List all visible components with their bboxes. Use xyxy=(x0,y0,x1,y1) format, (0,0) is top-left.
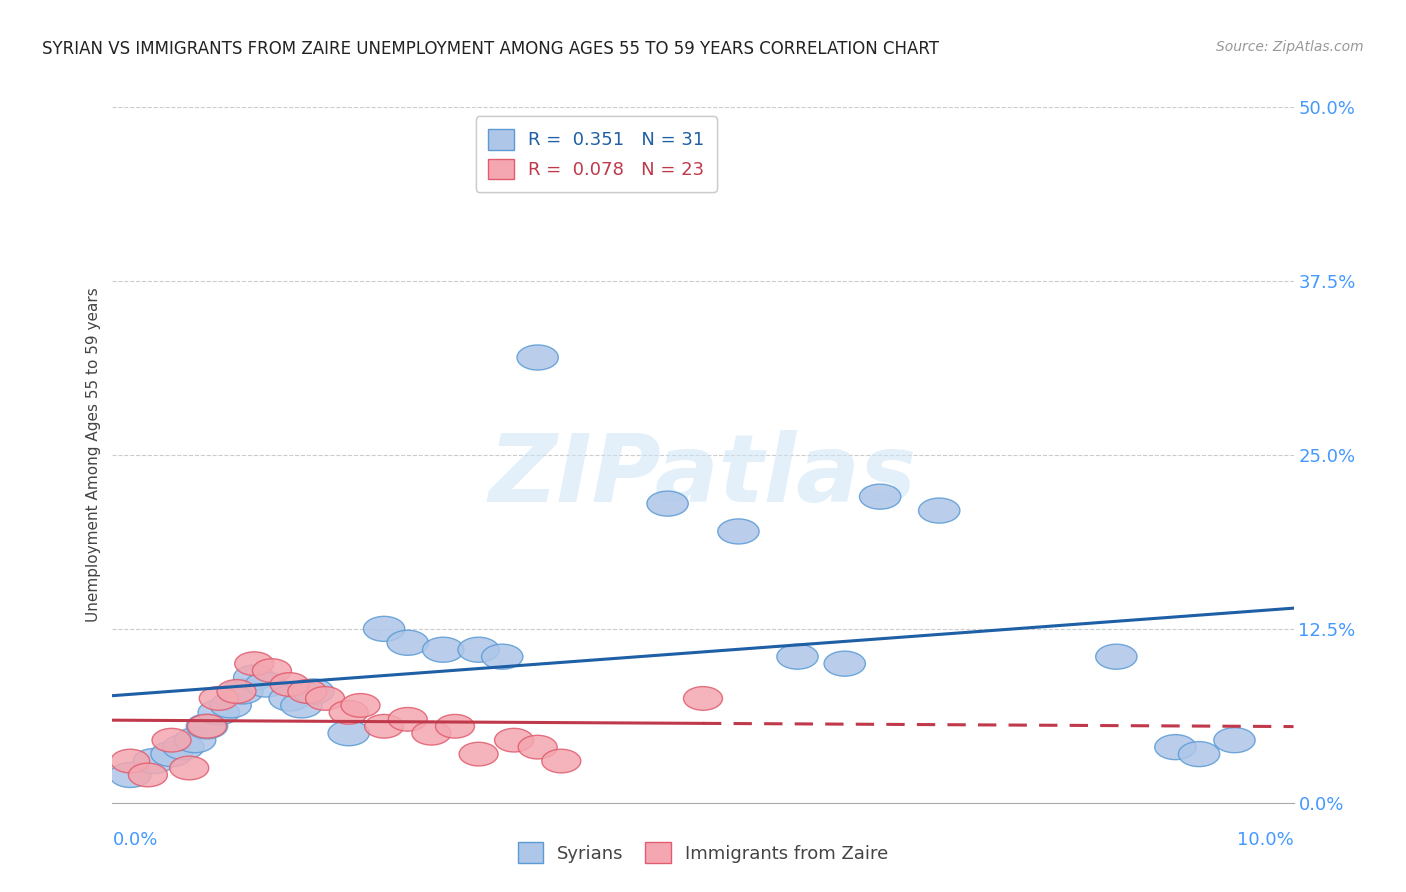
Text: 0.0%: 0.0% xyxy=(112,830,157,848)
Text: 10.0%: 10.0% xyxy=(1237,830,1294,848)
Text: SYRIAN VS IMMIGRANTS FROM ZAIRE UNEMPLOYMENT AMONG AGES 55 TO 59 YEARS CORRELATI: SYRIAN VS IMMIGRANTS FROM ZAIRE UNEMPLOY… xyxy=(42,40,939,58)
Y-axis label: Unemployment Among Ages 55 to 59 years: Unemployment Among Ages 55 to 59 years xyxy=(86,287,101,623)
Legend: R =  0.351   N = 31, R =  0.078   N = 23: R = 0.351 N = 31, R = 0.078 N = 23 xyxy=(475,116,717,192)
Legend: Syrians, Immigrants from Zaire: Syrians, Immigrants from Zaire xyxy=(506,831,900,874)
Text: ZIPatlas: ZIPatlas xyxy=(489,430,917,522)
Text: Source: ZipAtlas.com: Source: ZipAtlas.com xyxy=(1216,40,1364,54)
